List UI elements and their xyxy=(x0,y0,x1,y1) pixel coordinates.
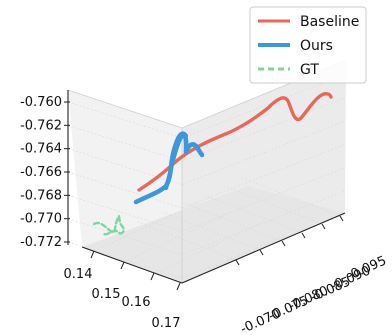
x-tick-mark xyxy=(150,272,155,281)
y-tick-label: -0.070 xyxy=(238,306,282,335)
z-tick-label: -0.766 xyxy=(20,165,62,180)
x-tick-mark xyxy=(90,250,95,259)
y-tick-mark xyxy=(281,240,286,247)
z-tick-label: -0.762 xyxy=(20,118,62,133)
y-tick-mark xyxy=(235,259,240,266)
series-layer xyxy=(92,92,333,236)
series-line-ours-overlap xyxy=(163,132,189,191)
series-line-baseline xyxy=(137,92,333,192)
legend-label-ours: Ours xyxy=(300,38,333,54)
z-tick-label: -0.764 xyxy=(20,142,62,157)
grid-lines xyxy=(67,73,347,284)
x-tick-label: 0.14 xyxy=(64,267,93,282)
y-tick-mark xyxy=(301,232,306,239)
y-tick-mark xyxy=(259,249,264,256)
x-axis-ticks: 0.14 0.150.160.17 xyxy=(64,250,181,331)
z-tick-label: -0.768 xyxy=(20,188,62,203)
z-tick-label: -0.760 xyxy=(20,95,62,110)
legend-label-gt: GT xyxy=(300,62,319,78)
series-line-gt xyxy=(92,214,125,236)
pane-floor xyxy=(82,186,345,283)
z-axis-ticks: -0.760 -0.762 -0.764 -0.766 -0.768 -0.770 -0.7… xyxy=(20,95,70,250)
z-tick-label: -0.772 xyxy=(20,235,62,250)
legend: Baseline Ours GT xyxy=(249,6,367,84)
legend-label-baseline: Baseline xyxy=(300,14,359,30)
x-tick-label: 0.17 xyxy=(152,316,181,331)
y-tick-mark xyxy=(321,223,326,230)
x-tick-label: 0.16 xyxy=(122,295,151,310)
x-tick-label: 0.15 xyxy=(92,287,121,302)
legend-box xyxy=(249,6,367,84)
z-tick-label: -0.770 xyxy=(20,212,62,227)
y-tick-mark xyxy=(339,215,344,222)
x-tick-mark xyxy=(120,261,125,270)
x-tick-mark xyxy=(176,282,181,291)
